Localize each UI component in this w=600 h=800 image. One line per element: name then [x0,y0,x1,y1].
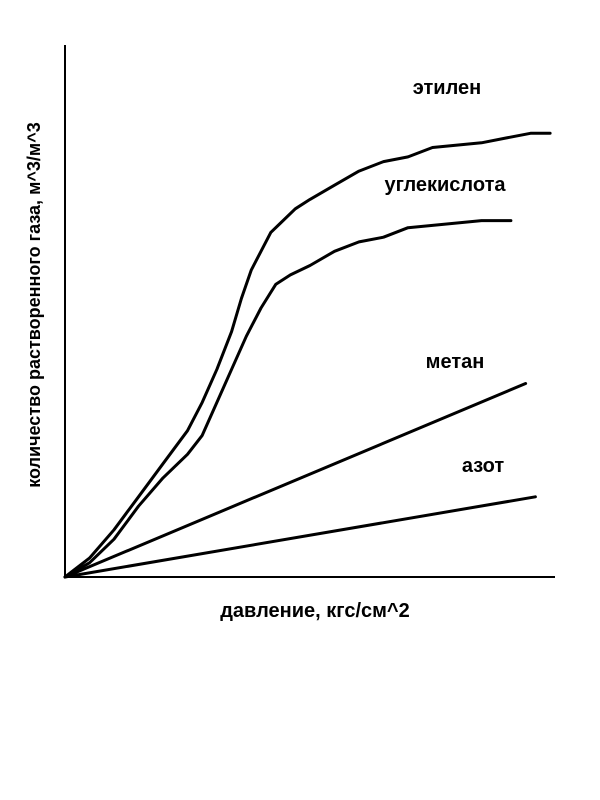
series-label-ethylene: этилен [413,77,482,99]
axes [64,45,555,578]
x-axis-title: давление, кгс/см^2 [220,600,410,622]
series-line-methane [63,382,528,579]
labels-group: давление, кгс/см^2 количество растворенн… [24,77,506,622]
series-line-ethylene [63,131,552,579]
series-line-carbon-dioxide [63,219,513,579]
series-line-nitrogen [63,495,537,579]
y-axis-title: количество растворенного газа, м^3/м^3 [24,122,44,487]
series-group [63,131,552,579]
series-label-carbon-dioxide: углекислота [384,174,506,196]
series-label-methane: метан [426,351,485,373]
series-label-nitrogen: азот [462,455,505,477]
